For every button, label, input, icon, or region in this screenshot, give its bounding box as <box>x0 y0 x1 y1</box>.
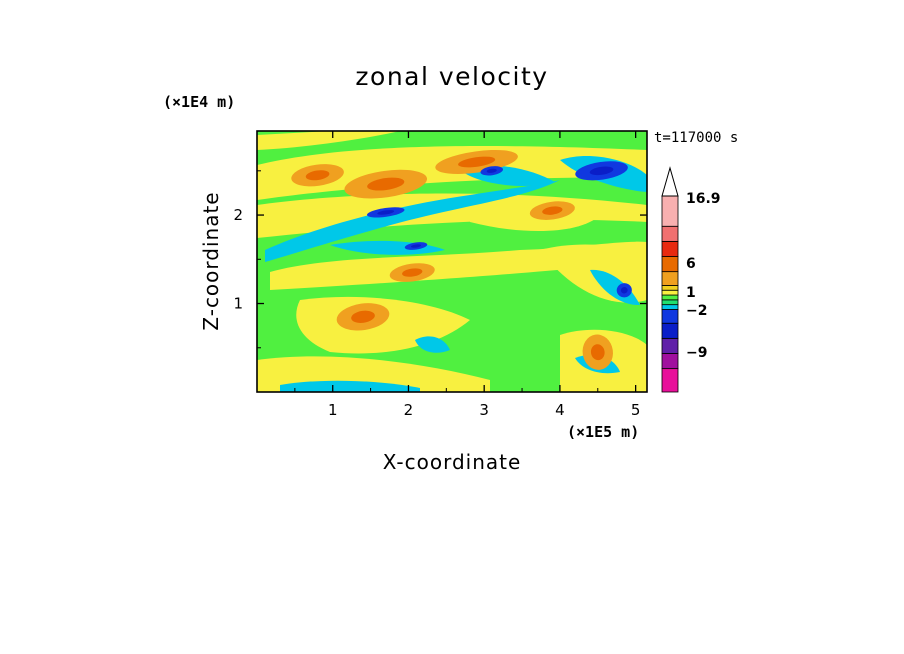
x-axis-label: X-coordinate <box>383 450 522 474</box>
colorbar-band <box>661 256 679 273</box>
colorbar-band <box>661 337 679 354</box>
field-regions <box>291 149 632 370</box>
colorbar-band <box>661 240 679 257</box>
colorbar-label: 6 <box>686 256 696 272</box>
contour-core-blue <box>486 168 497 173</box>
colorbar-band <box>661 299 679 306</box>
colorbar-band <box>661 368 679 393</box>
y-unit-label: (×1E4 m) <box>163 93 235 111</box>
colorbar: 16.9 6 1 −2 −9 <box>661 166 721 393</box>
x-tick-label: 4 <box>555 401 565 419</box>
colorbar-label: 16.9 <box>686 191 721 207</box>
x-unit-label: (×1E5 m) <box>567 423 639 441</box>
axis-ticks: 1 2 3 4 5 1 2 <box>233 131 647 419</box>
contour-core-orange <box>351 310 375 323</box>
contour-core-blue <box>620 287 628 294</box>
cyan-band <box>415 336 450 353</box>
colorbar-band <box>661 195 679 227</box>
contour-core-orange <box>305 170 330 181</box>
colorbar-label: −9 <box>686 345 707 361</box>
colorbar-band <box>661 353 679 370</box>
colorbar-band <box>661 304 679 310</box>
contour-core-orange <box>590 344 605 361</box>
colorbar-band <box>661 271 679 286</box>
colorbar-band <box>661 225 679 242</box>
contour-core-orange <box>367 177 405 191</box>
colorbar-band <box>661 289 679 296</box>
colorbar-band <box>661 294 679 301</box>
cyan-band <box>280 380 420 392</box>
plot-frame <box>256 130 648 393</box>
colorbar-band <box>661 309 679 324</box>
x-tick-label: 5 <box>631 401 641 419</box>
y-tick-label: 1 <box>233 295 243 313</box>
contour-core-blue <box>589 166 614 176</box>
contour-core-orange <box>542 206 563 215</box>
x-tick-label: 3 <box>479 401 489 419</box>
x-tick-label: 1 <box>328 401 338 419</box>
colorbar-band <box>661 285 679 291</box>
cyan-band <box>265 180 560 262</box>
contour-core-orange <box>402 268 423 277</box>
contour-core-orange <box>458 156 496 168</box>
plot-area <box>257 131 647 392</box>
colorbar-label: 1 <box>686 285 696 301</box>
x-tick-label: 2 <box>404 401 414 419</box>
colorbar-extend-triangle <box>661 166 679 197</box>
colorbar-band <box>661 322 679 339</box>
y-tick-label: 2 <box>233 206 243 224</box>
contour-core-blue <box>410 244 422 248</box>
y-axis-label: Z-coordinate <box>199 191 223 330</box>
chart-title: zonal velocity <box>355 62 548 91</box>
contour-core-blue <box>377 210 395 215</box>
time-label: t=117000 s <box>654 130 738 146</box>
yellow-band <box>257 131 400 150</box>
colorbar-label: −2 <box>686 303 707 319</box>
